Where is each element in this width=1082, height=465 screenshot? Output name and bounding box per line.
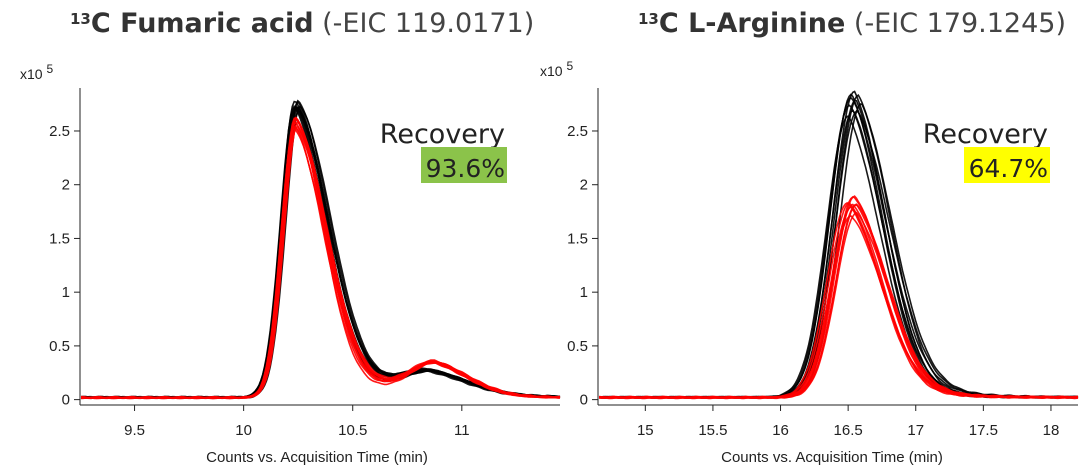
x-tick-label: 10.5 xyxy=(338,422,367,439)
isotope-superscript: 13 xyxy=(638,10,659,28)
trace-group xyxy=(599,90,1079,400)
y-tick-label: 1.5 xyxy=(567,230,588,247)
eic-label: (-EIC 179.1245) xyxy=(853,8,1067,39)
x-tick-label: 16.5 xyxy=(834,422,863,439)
y-multiplier-label: x10 5 xyxy=(540,59,573,79)
x-tick-label: 15 xyxy=(637,422,654,439)
chart-panel-1: 0 0.5 1 1.5 2 2.5 15 15.5 16 16.5 17 17.5 18 x10 5 Cou… xyxy=(540,59,1079,465)
isotope-superscript: 13 xyxy=(70,10,91,28)
eic-label: (-EIC 119.0171) xyxy=(322,8,535,39)
x-axis-label: Counts vs. Acquisition Time (min) xyxy=(721,449,943,465)
y-tick-label: 1.5 xyxy=(49,230,70,247)
x-tick-label: 16 xyxy=(772,422,789,439)
x-tick-label: 11 xyxy=(454,422,470,439)
recovery-value: 93.6% xyxy=(426,154,505,183)
x-tick-label: 10 xyxy=(235,422,252,439)
recovery-highlight xyxy=(964,147,1050,183)
chart-title-l-arginine: 13C L-Arginine (-EIC 179.1245) xyxy=(638,8,1066,39)
recovery-highlight xyxy=(421,147,507,183)
recovery-value: 64.7% xyxy=(969,154,1048,183)
x-tick-label: 18 xyxy=(1043,422,1060,439)
y-tick-label: 1 xyxy=(62,284,70,301)
y-tick-label: 2.5 xyxy=(49,123,70,140)
x-tick-label: 15.5 xyxy=(698,422,727,439)
y-tick-label: 2 xyxy=(62,177,70,194)
x-tick-label: 9.5 xyxy=(124,422,145,439)
y-tick-label: 2.5 xyxy=(567,123,588,140)
trace-red-replicate xyxy=(599,195,1079,400)
y-tick-label: 1 xyxy=(580,284,588,301)
trace-red-replicate xyxy=(599,215,1079,399)
trace-red-replicate xyxy=(81,121,561,399)
x-tick-label: 17 xyxy=(907,422,924,439)
recovery-label: Recovery xyxy=(380,119,505,150)
compound-name: C Fumaric acid xyxy=(90,8,314,39)
y-tick-label: 0 xyxy=(580,392,588,409)
compound-name: C L-Arginine xyxy=(658,8,846,39)
y-tick-label: 0.5 xyxy=(49,338,70,355)
trace-red-replicate xyxy=(599,201,1079,399)
x-tick-label: 17.5 xyxy=(969,422,998,439)
trace-group xyxy=(81,99,561,400)
trace-red-replicate xyxy=(599,195,1079,399)
y-tick-label: 0.5 xyxy=(567,338,588,355)
chart-title-fumaric-acid: 13C Fumaric acid (-EIC 119.0171) xyxy=(70,8,534,39)
y-tick-label: 0 xyxy=(62,392,70,409)
recovery-label: Recovery xyxy=(923,119,1048,150)
y-tick-label: 2 xyxy=(580,177,588,194)
chart-panel-0: 0 0.5 1 1.5 2 2.5 9.5 10 10.5 11 x10 5 Counts vs. A… xyxy=(20,62,561,465)
x-axis-label: Counts vs. Acquisition Time (min) xyxy=(206,449,428,465)
y-multiplier-label: x10 5 xyxy=(20,62,53,82)
